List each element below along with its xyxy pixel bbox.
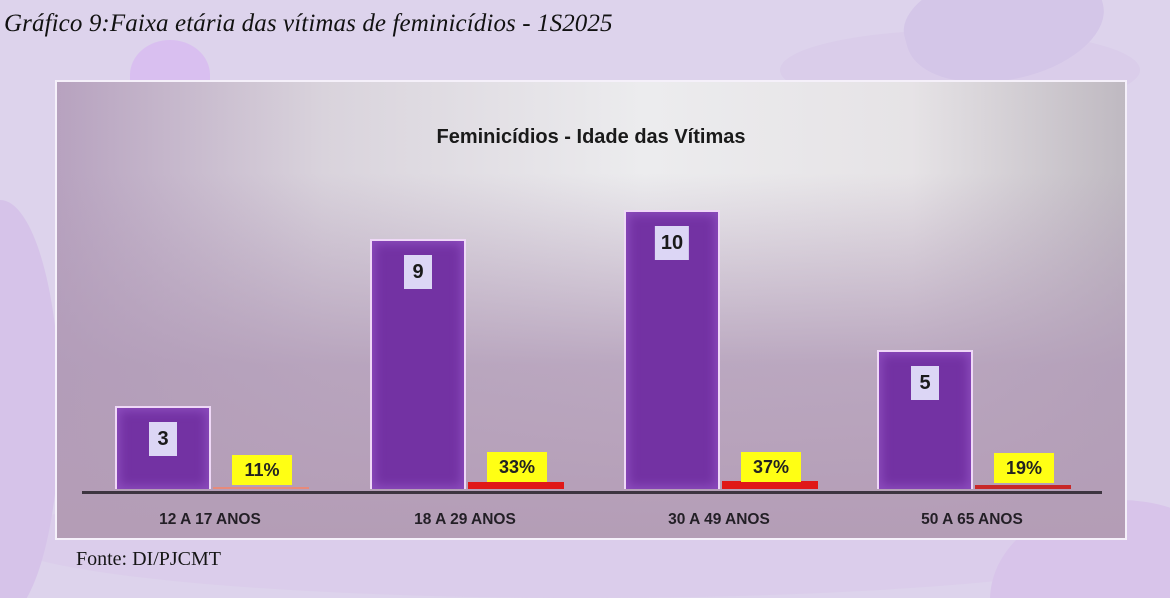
x-axis-line [82, 491, 1102, 494]
percent-bar [468, 482, 564, 489]
x-tick-label: 18 A 29 ANOS [414, 511, 516, 528]
chart-title: Feminicídios - Idade das Vítimas [436, 126, 746, 148]
percent-label: 33% [487, 452, 547, 482]
count-label: 10 [654, 226, 690, 260]
x-tick-label: 50 A 65 ANOS [921, 511, 1023, 528]
percent-bar [722, 481, 818, 489]
x-tick-label: 12 A 17 ANOS [159, 511, 261, 528]
count-bar: 9 [370, 239, 466, 489]
percent-label: 19% [994, 453, 1054, 483]
count-label: 3 [149, 422, 177, 456]
count-bar: 3 [115, 406, 211, 489]
chart-panel: Feminicídios - Idade das Vítimas 3 11% 9… [55, 80, 1127, 540]
count-bar: 5 [877, 350, 973, 489]
count-label: 9 [404, 255, 432, 289]
percent-label: 11% [232, 455, 292, 485]
percent-label: 37% [741, 452, 801, 482]
source-note: Fonte: DI/PJCMT [76, 548, 222, 570]
count-bar: 10 [624, 210, 720, 489]
count-label: 5 [911, 366, 939, 400]
percent-bar [213, 487, 309, 489]
x-tick-label: 30 A 49 ANOS [668, 511, 770, 528]
figure-caption: Gráfico 9:Faixa etária das vítimas de fe… [4, 10, 613, 37]
percent-bar [975, 485, 1071, 489]
